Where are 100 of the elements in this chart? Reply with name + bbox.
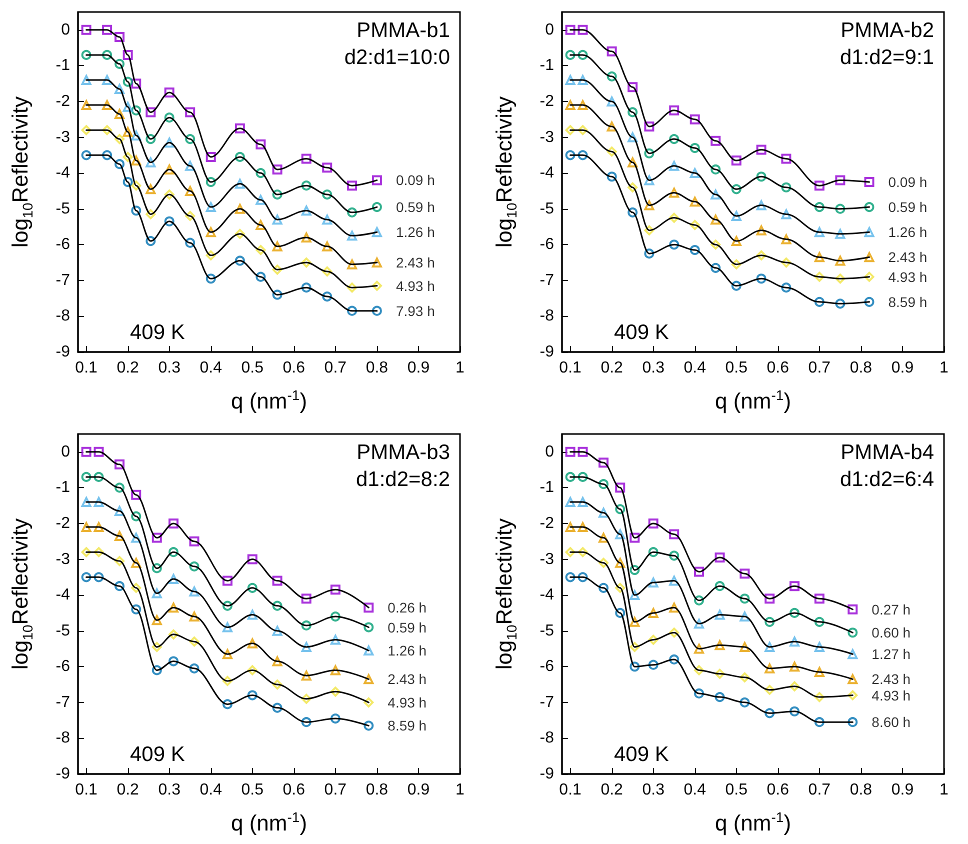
annotation: d1:d2=9:1 xyxy=(840,46,934,69)
series-label: 0.09 h xyxy=(396,172,435,188)
y-tick-label: -8 xyxy=(56,308,70,325)
y-tick-label: -3 xyxy=(56,128,70,146)
x-tick-label: 0.6 xyxy=(282,360,306,376)
x-axis-title: q (nm$^{-1}$) xyxy=(230,808,308,835)
y-tick-label: -6 xyxy=(540,236,554,254)
x-tick-label: 0.1 xyxy=(559,782,582,798)
y-tick-label: -5 xyxy=(540,200,554,218)
y-tick-label: -2 xyxy=(540,514,554,532)
x-tick-label: 0.9 xyxy=(891,360,914,376)
x-tick-label: 1 xyxy=(456,782,465,798)
series-label: 0.26 h xyxy=(388,600,427,616)
annotation: PMMA-b2 xyxy=(840,19,934,42)
y-tick-label: -2 xyxy=(56,514,70,532)
y-tick-label: -6 xyxy=(56,236,70,254)
y-tick-label: -1 xyxy=(56,479,70,496)
y-tick-label: -8 xyxy=(540,730,554,747)
x-tick-label: 0.7 xyxy=(808,782,831,798)
series-label: 0.59 h xyxy=(396,199,435,216)
x-tick-label: 0.1 xyxy=(75,782,98,798)
y-tick-label: -4 xyxy=(540,164,554,182)
y-tick-label: -5 xyxy=(540,622,554,640)
y-tick-label: 0 xyxy=(545,21,554,38)
y-tick-label: -9 xyxy=(540,344,554,360)
x-tick-label: 0.3 xyxy=(158,360,181,376)
y-tick-label: -8 xyxy=(56,730,70,747)
x-tick-label: 0.5 xyxy=(725,782,748,798)
series-label: 4.93 h xyxy=(388,694,427,710)
x-tick-label: 0.7 xyxy=(324,782,347,798)
series-label: 2.43 h xyxy=(888,249,928,266)
x-tick-label: 0.5 xyxy=(241,782,264,798)
annotation: d2:d1=10:0 xyxy=(344,46,450,69)
x-tick-label: 0.9 xyxy=(407,782,430,798)
annotation: PMMA-b4 xyxy=(840,441,934,464)
x-tick-label: 0.1 xyxy=(559,360,582,376)
annotation: 409 K xyxy=(614,321,669,344)
x-tick-label: 0.4 xyxy=(684,782,706,798)
series-label: 0.59 h xyxy=(388,619,427,636)
x-tick-label: 1 xyxy=(456,360,465,376)
y-tick-label: -2 xyxy=(56,92,70,110)
series-label: 0.27 h xyxy=(872,601,911,618)
x-tick-label: 0.8 xyxy=(850,360,872,376)
y-tick-label: -4 xyxy=(56,164,70,182)
x-tick-label: 0.8 xyxy=(366,360,388,376)
annotation: PMMA-b1 xyxy=(356,19,450,42)
x-tick-label: 0.3 xyxy=(642,782,665,798)
series-label: 4.93 h xyxy=(396,278,435,294)
y-tick-label: 0 xyxy=(61,443,70,460)
x-tick-label: 0.6 xyxy=(766,360,790,376)
y-tick-label: -6 xyxy=(540,658,554,676)
y-tick-label: -3 xyxy=(56,550,70,568)
y-tick-label: -9 xyxy=(540,766,554,782)
series-label: 7.93 h xyxy=(396,302,435,319)
y-tick-label: -3 xyxy=(540,550,554,568)
annotation: 409 K xyxy=(614,743,669,766)
x-axis-title: q (nm$^{-1}$) xyxy=(714,808,792,835)
series-label: 4.93 h xyxy=(888,268,928,285)
annotation: 409 K xyxy=(130,743,185,766)
x-tick-label: 0.2 xyxy=(116,360,140,376)
y-tick-label: -1 xyxy=(540,57,554,74)
x-tick-label: 0.9 xyxy=(891,782,914,798)
series-label: 4.93 h xyxy=(872,687,911,704)
x-tick-label: 0.4 xyxy=(684,360,706,376)
x-tick-label: 0.8 xyxy=(366,782,388,798)
y-tick-label: -5 xyxy=(56,622,70,640)
y-tick-label: -7 xyxy=(56,272,70,289)
series-label: 8.59 h xyxy=(888,294,928,310)
x-tick-label: 0.8 xyxy=(850,782,872,798)
x-tick-label: 0.5 xyxy=(241,360,264,376)
y-tick-label: -1 xyxy=(540,479,554,496)
x-tick-label: 0.6 xyxy=(282,782,306,798)
annotation: d1:d2=6:4 xyxy=(840,468,934,491)
y-tick-label: -5 xyxy=(56,200,70,218)
series-label: 0.59 h xyxy=(888,199,928,216)
series-label: 8.59 h xyxy=(388,718,427,734)
x-tick-label: 0.2 xyxy=(600,360,624,376)
series-label: 8.60 h xyxy=(872,714,911,730)
y-tick-label: -3 xyxy=(540,128,554,146)
series-label: 1.26 h xyxy=(388,642,427,659)
series-label: 2.43 h xyxy=(872,671,911,688)
x-tick-label: 0.1 xyxy=(75,360,98,376)
series-label: 0.09 h xyxy=(888,174,928,190)
x-tick-label: 0.7 xyxy=(808,360,831,376)
y-tick-label: -9 xyxy=(56,766,70,782)
y-tick-label: -9 xyxy=(56,344,70,360)
x-tick-label: 0.9 xyxy=(407,360,430,376)
y-tick-label: -6 xyxy=(56,658,70,676)
x-tick-label: 0.5 xyxy=(725,360,748,376)
x-axis-title: q (nm$^{-1}$) xyxy=(714,386,792,413)
x-tick-label: 1 xyxy=(940,360,949,376)
y-tick-label: -8 xyxy=(540,308,554,325)
y-tick-label: -4 xyxy=(56,586,70,604)
y-tick-label: -7 xyxy=(540,272,554,289)
series-label: 0.60 h xyxy=(872,624,911,641)
series-label: 2.43 h xyxy=(388,671,427,688)
x-tick-label: 1 xyxy=(940,782,949,798)
x-tick-label: 0.6 xyxy=(766,782,790,798)
y-tick-label: -1 xyxy=(56,57,70,74)
y-tick-label: -7 xyxy=(540,694,554,711)
